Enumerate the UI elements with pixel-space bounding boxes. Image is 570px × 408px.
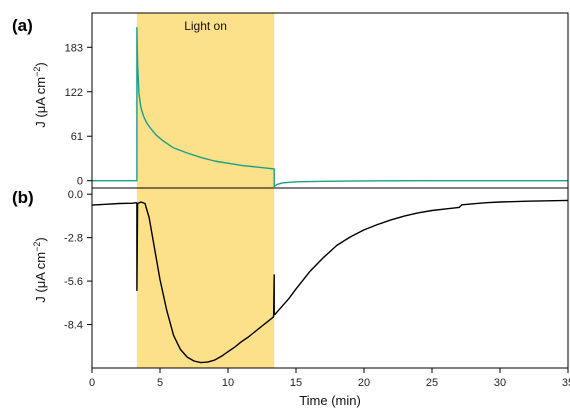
x-tick-label: 30 (494, 377, 506, 389)
panel-a: Light on 0 61 122 183 (a) J (μA cm−2) (12, 12, 569, 189)
light-on-annotation: Light on (184, 19, 227, 33)
y-tick-label-b: 0.0 (68, 189, 83, 201)
panel-b: 0.0 -2.8 -5.6 -8.4 0 5 10 15 20 25 30 35 (b) J (μA… (12, 187, 570, 408)
panel-label-b: (b) (12, 188, 34, 207)
light-on-shade-a (136, 13, 275, 188)
series-group-a (92, 26, 568, 188)
x-tick-label: 0 (89, 377, 95, 389)
x-ticks: 0 5 10 15 20 25 30 35 (89, 368, 570, 389)
y-ticks-b: 0.0 -2.8 -5.6 -8.4 (64, 189, 92, 332)
series-group-b (91, 199, 569, 364)
y-tick-label-a: 61 (71, 131, 83, 143)
x-axis-label: Time (min) (299, 393, 361, 408)
x-tick-label: 20 (358, 377, 370, 389)
y-tick-label-a: 122 (65, 87, 83, 99)
y-ticks-a: 0 61 122 183 (65, 42, 92, 188)
y-tick-label-a: 183 (65, 42, 83, 54)
y-axis-label-b: J (μA cm−2) (32, 237, 48, 302)
x-tick-label: 15 (290, 377, 302, 389)
x-tick-label: 25 (426, 377, 438, 389)
panel-label-a: (a) (12, 16, 33, 35)
light-on-shade-b (136, 188, 275, 368)
series-line-b-0 (91, 199, 569, 364)
y-tick-label-b: -2.8 (64, 233, 83, 245)
x-tick-label: 10 (222, 377, 234, 389)
y-tick-label-b: -5.6 (64, 276, 83, 288)
series-line-a-0 (92, 26, 568, 188)
x-tick-label: 5 (157, 377, 163, 389)
y-tick-label-a: 0 (77, 176, 83, 188)
y-tick-label-b: -8.4 (64, 320, 83, 332)
y-axis-label-a: J (μA cm−2) (32, 62, 48, 127)
x-tick-label: 35 (562, 377, 570, 389)
plot-frame-b (91, 187, 569, 369)
